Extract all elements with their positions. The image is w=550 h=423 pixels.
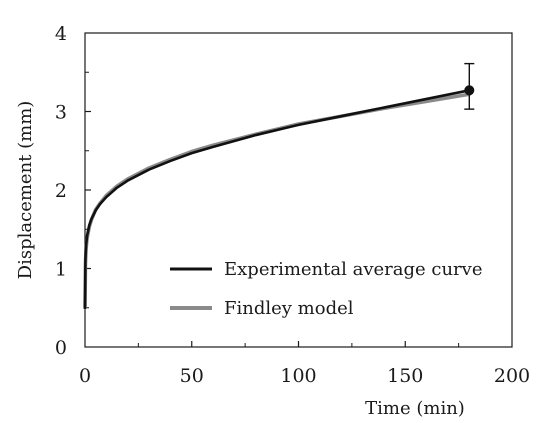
- y-tick-label: 3: [55, 102, 67, 124]
- legend-label-experimental: Experimental average curve: [224, 259, 482, 280]
- error-bar-marker: [464, 85, 475, 96]
- y-tick-label: 4: [55, 23, 67, 45]
- tick-labels: 0 50 100 150 200 0 1 2 3 4: [55, 23, 530, 387]
- legend-label-findley: Findley model: [224, 298, 354, 319]
- error-bar-group: [464, 62, 475, 110]
- y-tick-label: 1: [55, 259, 67, 281]
- x-axis-label: Time (min): [365, 398, 465, 419]
- series-group: [83, 89, 472, 310]
- x-tick-label: 0: [79, 365, 91, 387]
- x-tick-label: 200: [494, 365, 530, 387]
- legend: Experimental average curve Findley model: [170, 259, 482, 319]
- x-tick-label: 100: [280, 365, 316, 387]
- x-tick-label: 150: [387, 365, 423, 387]
- y-axis-label: Displacement (mm): [15, 101, 36, 280]
- series-line-experimental: [83, 89, 471, 310]
- y-tick-label: 0: [55, 337, 67, 359]
- y-tick-label: 2: [55, 180, 67, 202]
- x-tick-label: 50: [180, 365, 204, 387]
